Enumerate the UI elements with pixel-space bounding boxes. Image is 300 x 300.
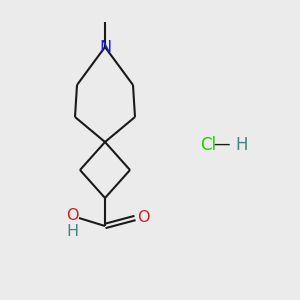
- Text: N: N: [99, 40, 111, 55]
- Text: Cl: Cl: [200, 136, 216, 154]
- Text: O: O: [66, 208, 78, 224]
- Text: H: H: [236, 136, 248, 154]
- Text: O: O: [137, 211, 149, 226]
- Text: H: H: [66, 224, 78, 239]
- Text: —: —: [214, 135, 230, 153]
